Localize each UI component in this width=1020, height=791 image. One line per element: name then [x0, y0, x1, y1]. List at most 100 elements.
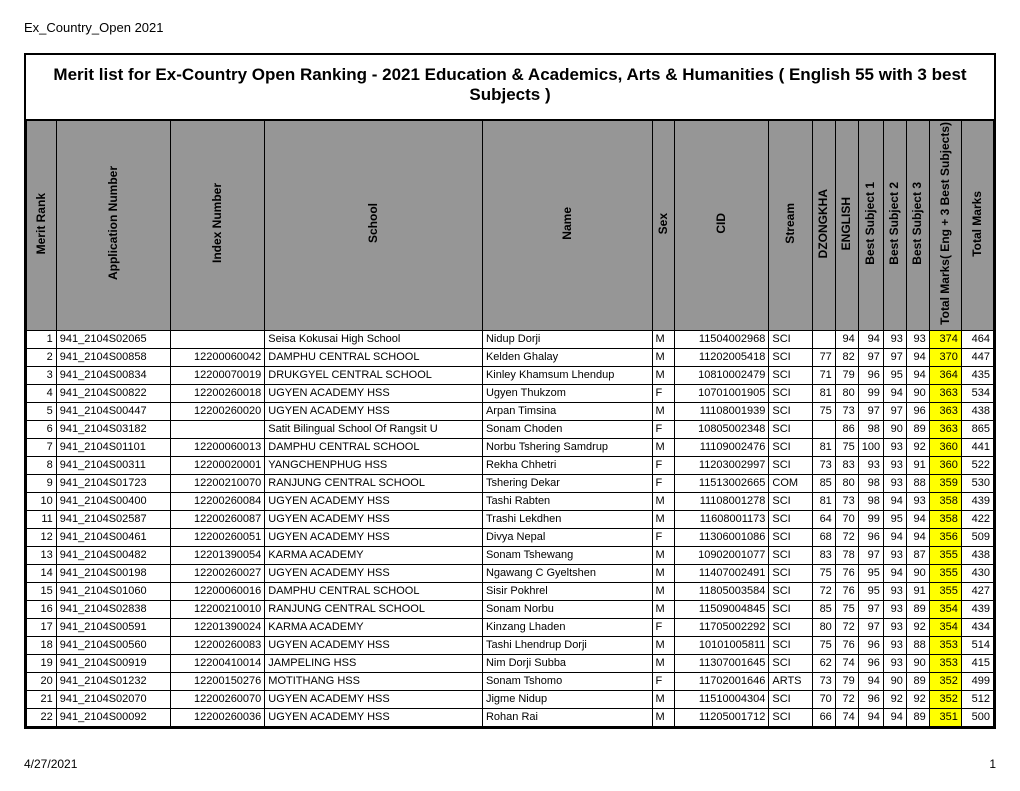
cell: F — [652, 528, 675, 546]
cell: 374 — [929, 330, 961, 348]
cell: MOTITHANG HSS — [265, 672, 483, 690]
cell: 6 — [27, 420, 57, 438]
cell: 353 — [929, 636, 961, 654]
cell: 358 — [929, 492, 961, 510]
table-row: 10941_2104S0040012200260084UGYEN ACADEMY… — [27, 492, 994, 510]
cell: 75 — [812, 402, 835, 420]
cell: 94 — [883, 564, 906, 582]
cell: Kinley Khamsum Lhendup — [482, 366, 652, 384]
cell: 95 — [883, 510, 906, 528]
cell: Tashi Rabten — [482, 492, 652, 510]
cell: 79 — [835, 672, 858, 690]
cell: 7 — [27, 438, 57, 456]
cell: 941_2104S00198 — [56, 564, 171, 582]
cell: 12200260084 — [171, 492, 265, 510]
cell: 73 — [835, 402, 858, 420]
cell: SCI — [769, 330, 813, 348]
table-row: 19941_2104S0091912200410014JAMPELING HSS… — [27, 654, 994, 672]
cell: M — [652, 690, 675, 708]
cell: Sonam Tshewang — [482, 546, 652, 564]
col-best3: Best Subject 3 — [906, 121, 929, 330]
cell: 941_2104S00919 — [56, 654, 171, 672]
cell: RANJUNG CENTRAL SCHOOL — [265, 600, 483, 618]
cell: 430 — [961, 564, 993, 582]
table-body: 1941_2104S02065Seisa Kokusai High School… — [27, 330, 994, 726]
cell: KARMA ACADEMY — [265, 546, 483, 564]
cell: 12200260027 — [171, 564, 265, 582]
cell: 941_2104S02070 — [56, 690, 171, 708]
cell: 11202005418 — [675, 348, 769, 366]
cell: 98 — [858, 492, 883, 510]
cell: 73 — [835, 492, 858, 510]
cell: 97 — [858, 618, 883, 636]
cell: 941_2104S03182 — [56, 420, 171, 438]
cell: 10701001905 — [675, 384, 769, 402]
cell: Satit Bilingual School Of Rangsit U — [265, 420, 483, 438]
cell: 12200210070 — [171, 474, 265, 492]
cell: 10902001077 — [675, 546, 769, 564]
cell: SCI — [769, 456, 813, 474]
cell: 12200260036 — [171, 708, 265, 726]
col-name: Name — [482, 121, 652, 330]
cell: 96 — [858, 366, 883, 384]
cell: 464 — [961, 330, 993, 348]
cell: YANGCHENPHUG HSS — [265, 456, 483, 474]
cell: 11203002997 — [675, 456, 769, 474]
cell: JAMPELING HSS — [265, 654, 483, 672]
cell: 11 — [27, 510, 57, 528]
cell: 89 — [906, 600, 929, 618]
cell: 98 — [858, 474, 883, 492]
cell: Ngawang C Gyeltshen — [482, 564, 652, 582]
cell: Trashi Lekdhen — [482, 510, 652, 528]
table-row: 11941_2104S0258712200260087UGYEN ACADEMY… — [27, 510, 994, 528]
cell: UGYEN ACADEMY HSS — [265, 492, 483, 510]
cell: SCI — [769, 708, 813, 726]
cell: 100 — [858, 438, 883, 456]
cell: 68 — [812, 528, 835, 546]
cell: 93 — [883, 600, 906, 618]
cell: Nidup Dorji — [482, 330, 652, 348]
cell: Seisa Kokusai High School — [265, 330, 483, 348]
cell: M — [652, 348, 675, 366]
cell: UGYEN ACADEMY HSS — [265, 564, 483, 582]
cell: 941_2104S00447 — [56, 402, 171, 420]
cell: M — [652, 708, 675, 726]
cell: M — [652, 636, 675, 654]
cell: 8 — [27, 456, 57, 474]
cell: 88 — [906, 636, 929, 654]
cell: 352 — [929, 672, 961, 690]
table-row: 8941_2104S0031112200020001YANGCHENPHUG H… — [27, 456, 994, 474]
cell: 83 — [835, 456, 858, 474]
cell: SCI — [769, 510, 813, 528]
cell: UGYEN ACADEMY HSS — [265, 636, 483, 654]
cell: 11513002665 — [675, 474, 769, 492]
table-row: 12941_2104S0046112200260051UGYEN ACADEMY… — [27, 528, 994, 546]
cell: 941_2104S00858 — [56, 348, 171, 366]
cell: 93 — [883, 546, 906, 564]
cell: 355 — [929, 546, 961, 564]
cell: DRUKGYEL CENTRAL SCHOOL — [265, 366, 483, 384]
cell: 97 — [858, 348, 883, 366]
table-row: 5941_2104S0044712200260020UGYEN ACADEMY … — [27, 402, 994, 420]
cell: 356 — [929, 528, 961, 546]
cell: 11307001645 — [675, 654, 769, 672]
cell: 62 — [812, 654, 835, 672]
footer-page-number: 1 — [989, 757, 996, 771]
cell: 93 — [883, 618, 906, 636]
cell: 941_2104S00311 — [56, 456, 171, 474]
table-row: 13941_2104S0048212201390054KARMA ACADEMY… — [27, 546, 994, 564]
cell: 11805003584 — [675, 582, 769, 600]
cell: 95 — [858, 582, 883, 600]
cell: 81 — [812, 438, 835, 456]
cell: 97 — [883, 348, 906, 366]
cell: 75 — [835, 438, 858, 456]
cell: 76 — [835, 582, 858, 600]
cell: 83 — [812, 546, 835, 564]
cell: Kinzang Lhaden — [482, 618, 652, 636]
cell: 90 — [906, 654, 929, 672]
cell: 99 — [858, 510, 883, 528]
cell — [812, 420, 835, 438]
cell: 18 — [27, 636, 57, 654]
cell: 93 — [883, 582, 906, 600]
cell: 500 — [961, 708, 993, 726]
